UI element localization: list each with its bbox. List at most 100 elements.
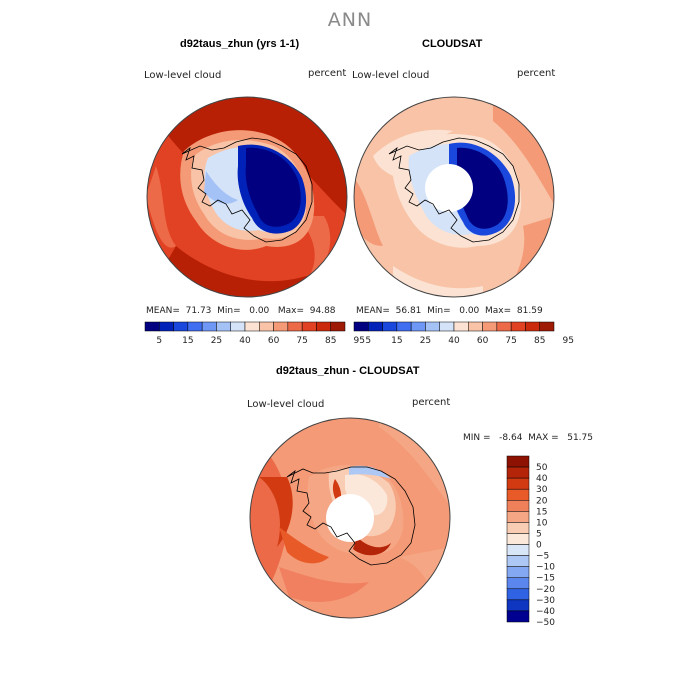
colorbar-swatch — [506, 577, 530, 590]
panel2-units: percent — [517, 68, 556, 79]
panel2-stats: MEAN= 56.81 Min= 0.00 Max= 81.59 — [356, 306, 543, 316]
colorbar-swatch — [244, 321, 260, 332]
panel1-map — [146, 96, 348, 298]
colorbar-swatch — [353, 321, 369, 332]
colorbar-swatch — [506, 488, 530, 501]
colorbar-swatch — [425, 321, 440, 332]
colorbar-swatch — [506, 599, 530, 612]
colorbar-tick-label: −40 — [536, 607, 555, 617]
colorbar-swatch — [396, 321, 412, 332]
panel1-colorbar: 5 15 25 40 60 75 85 95 — [144, 321, 365, 346]
colorbar-swatch — [216, 321, 231, 332]
colorbar-swatch — [159, 321, 174, 332]
colorbar-tick-label: −20 — [536, 585, 555, 595]
colorbar-tick-label: 40 — [536, 474, 548, 484]
colorbar-tick-label: 85 — [534, 336, 545, 346]
colorbar-swatch — [539, 321, 555, 332]
colorbar-swatch — [510, 321, 526, 332]
panel1-stats: MEAN= 71.73 Min= 0.00 Max= 94.88 — [146, 306, 336, 316]
colorbar-tick-label: 40 — [448, 336, 460, 346]
colorbar-tick-label: 15 — [536, 507, 547, 517]
colorbar-swatch — [506, 466, 530, 479]
colorbar-tick-label: 95 — [563, 336, 574, 346]
panel3-variable: Low-level cloud — [247, 399, 325, 410]
colorbar-swatch — [439, 321, 455, 332]
colorbar-swatch — [273, 321, 289, 332]
colorbar-swatch — [301, 321, 317, 332]
colorbar-swatch — [453, 321, 469, 332]
colorbar-tick-label: 5 — [365, 336, 371, 346]
colorbar-swatch — [316, 321, 331, 332]
colorbar-tick-label: 60 — [477, 336, 489, 346]
panel2-title: CLOUDSAT — [422, 38, 483, 50]
colorbar-tick-label: 40 — [239, 336, 251, 346]
colorbar-tick-label: 15 — [391, 336, 402, 346]
colorbar-swatch — [187, 321, 203, 332]
panel3-title: d92taus_zhun - CLOUDSAT — [276, 365, 420, 377]
colorbar-tick-label: 50 — [536, 463, 548, 473]
colorbar-tick-label: 15 — [182, 336, 193, 346]
colorbar-swatch — [506, 500, 530, 512]
panel3-map — [249, 417, 451, 619]
colorbar-swatch — [506, 455, 530, 468]
panel2-variable: Low-level cloud — [352, 70, 430, 81]
colorbar-tick-label: 75 — [505, 336, 516, 346]
colorbar-swatch — [144, 321, 160, 332]
colorbar-tick-label: 5 — [536, 529, 542, 539]
panel1-mean-label: MEAN= — [146, 306, 180, 316]
colorbar-tick-label: −5 — [536, 552, 549, 562]
colorbar-swatch — [382, 321, 398, 332]
colorbar-tick-label: 5 — [156, 336, 162, 346]
panel2-colorbar: 5 15 25 40 60 75 85 95 — [353, 321, 574, 346]
colorbar-tick-label: 10 — [536, 518, 548, 528]
panel2-min-label: Min= — [427, 306, 451, 316]
colorbar-tick-label: −50 — [536, 618, 555, 628]
colorbar-swatch — [468, 321, 483, 332]
colorbar-swatch — [368, 321, 383, 332]
panel2-mean-label: MEAN= — [356, 306, 390, 316]
colorbar-swatch — [496, 321, 512, 332]
colorbar-swatch — [506, 555, 530, 567]
panel1-units: percent — [308, 68, 347, 79]
panel1-max-label: Max= — [277, 306, 305, 316]
colorbar-tick-label: −15 — [536, 574, 555, 584]
panel1-variable: Low-level cloud — [144, 70, 222, 81]
colorbar-swatch — [506, 588, 530, 601]
colorbar-swatch — [259, 321, 274, 332]
panel1-mean: 71.73 — [185, 306, 212, 316]
colorbar-swatch — [525, 321, 540, 332]
colorbar-tick-label: 95 — [354, 336, 365, 346]
panel1-max: 94.88 — [309, 306, 336, 316]
panel3-units: percent — [412, 397, 451, 408]
colorbar-swatch — [173, 321, 189, 332]
panel1-min-label: Min= — [217, 306, 241, 316]
panel2-map — [353, 96, 555, 298]
colorbar-swatch — [330, 321, 346, 332]
colorbar-swatch — [506, 610, 530, 623]
figure-title: ANN — [327, 9, 373, 31]
colorbar-tick-label: 30 — [536, 485, 548, 495]
panel2-min: 0.00 — [459, 306, 480, 316]
colorbar-swatch — [410, 321, 426, 332]
colorbar-swatch — [287, 321, 303, 332]
colorbar-tick-label: 85 — [325, 336, 336, 346]
panel1-title: d92taus_zhun (yrs 1-1) — [180, 38, 300, 50]
colorbar-swatch — [506, 566, 530, 578]
panel1-min: 0.00 — [249, 306, 270, 316]
colorbar-swatch — [506, 477, 530, 490]
panel2-max-label: Max= — [485, 306, 512, 316]
colorbar-swatch — [506, 511, 530, 523]
colorbar-tick-label: 20 — [536, 496, 548, 506]
colorbar-swatch — [230, 321, 246, 332]
colorbar-tick-label: 25 — [420, 336, 431, 346]
colorbar-tick-label: 60 — [268, 336, 280, 346]
panel3-minmax: MIN = -8.64 MAX = 51.75 — [463, 433, 593, 443]
panel2-mean: 56.81 — [395, 306, 422, 316]
colorbar-tick-label: −10 — [536, 563, 555, 573]
panel2-max: 81.59 — [516, 306, 543, 316]
colorbar-swatch — [506, 544, 530, 556]
colorbar-swatch — [201, 321, 217, 332]
colorbar-tick-label: 25 — [211, 336, 222, 346]
colorbar-tick-label: 0 — [536, 541, 542, 551]
